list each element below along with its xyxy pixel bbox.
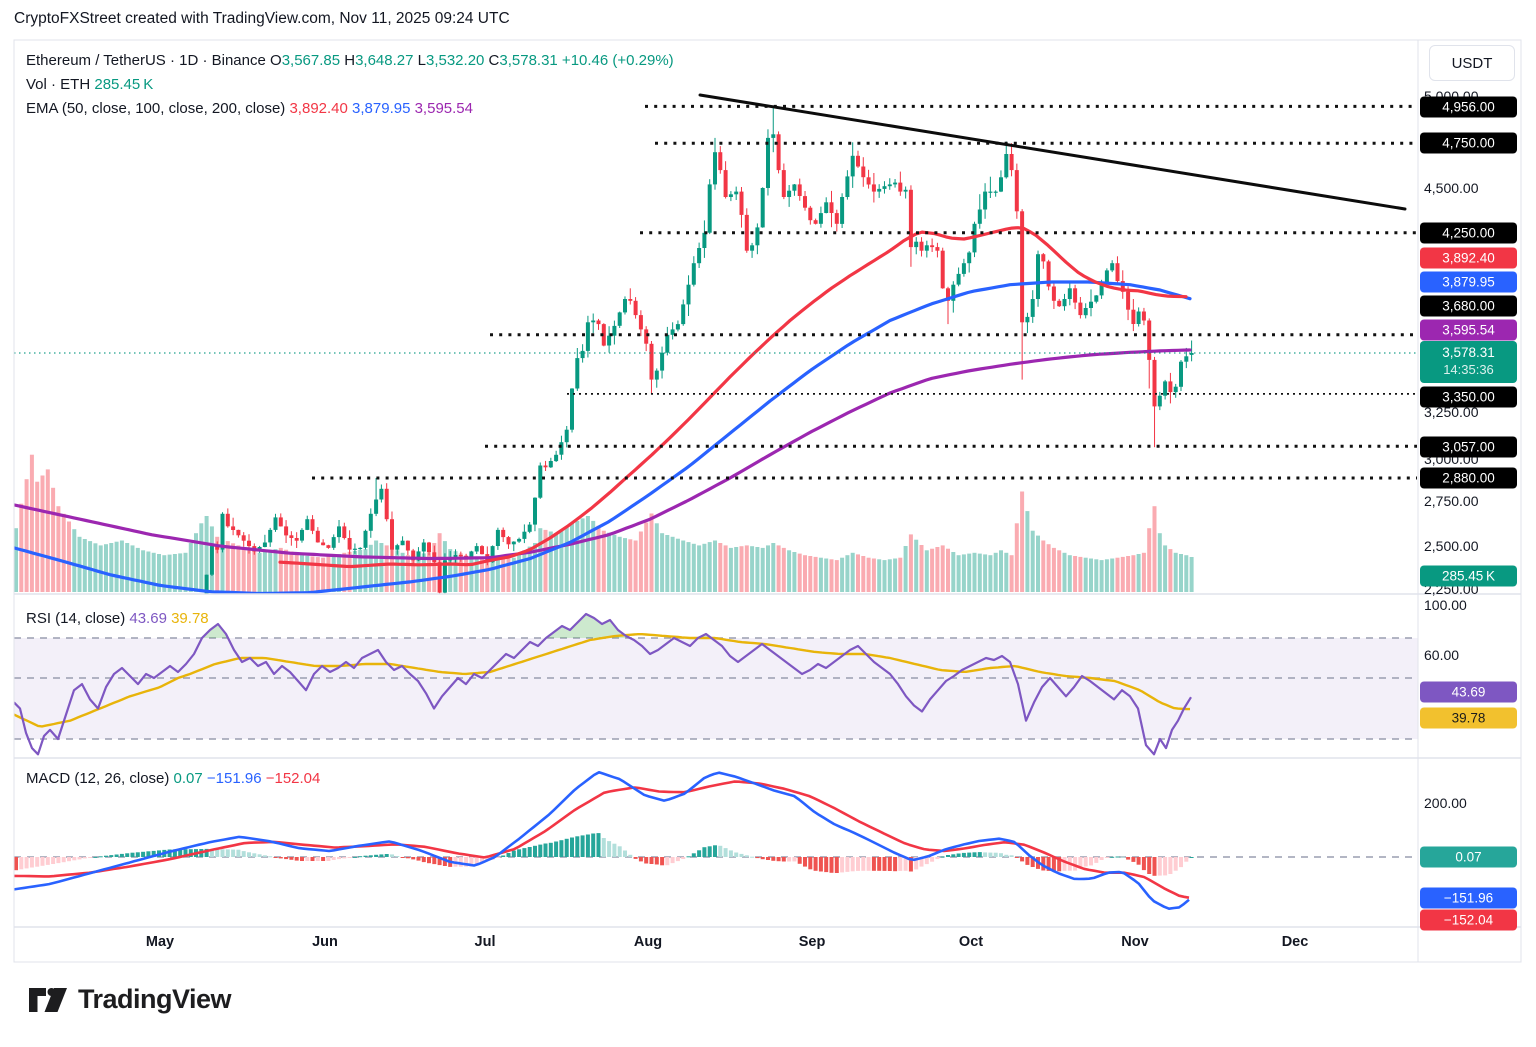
month-label-may: May bbox=[145, 934, 175, 950]
rsi-legend[interactable]: RSI (14, close) 43.69 39.78 bbox=[26, 610, 209, 627]
symbol-legend-token: O bbox=[265, 52, 282, 69]
symbol-legend-token: +10.46 (+0.29%) bbox=[557, 52, 674, 69]
volume-bars bbox=[14, 454, 1194, 592]
price-badge: 3,595.54 bbox=[1420, 319, 1517, 341]
rsi-legend-token: 39.78 bbox=[166, 610, 209, 627]
macd-line bbox=[14, 771, 1190, 910]
price-badge: 3,879.95 bbox=[1420, 271, 1517, 293]
axis-label: 200.00 bbox=[1424, 795, 1467, 811]
ema-legend-token: 3,879.95 bbox=[347, 100, 411, 117]
month-label-aug: Aug bbox=[633, 934, 663, 950]
axis-label: 60.00 bbox=[1424, 647, 1460, 663]
widget-border bbox=[13, 39, 1522, 963]
attribution-header: CryptoFXStreet created with TradingView.… bbox=[14, 10, 510, 27]
ema-legend-token: 3,595.54 bbox=[410, 100, 473, 117]
ema50-line bbox=[278, 226, 1188, 569]
price-badge: 4,956.00 bbox=[1420, 96, 1517, 118]
macd-legend-token: −151.96 bbox=[202, 770, 262, 787]
month-label-jun: Jun bbox=[312, 934, 338, 950]
macd-legend-token: MACD (12, 26, close) bbox=[26, 770, 174, 787]
macd-legend[interactable]: MACD (12, 26, close) 0.07 −151.96 −152.0… bbox=[26, 770, 320, 787]
tradingview-logo-text: TradingView bbox=[78, 984, 232, 1014]
price-badge: 3,057.00 bbox=[1420, 436, 1517, 458]
symbol-legend-token: L bbox=[413, 52, 426, 69]
countdown-timer: 14:35:36 bbox=[1443, 362, 1494, 377]
rsi-line bbox=[14, 612, 1192, 756]
price-badge: 4,250.00 bbox=[1420, 222, 1517, 244]
main-panel[interactable] bbox=[14, 93, 1417, 700]
axis-label: 2,750.00 bbox=[1424, 493, 1479, 509]
month-label-nov: Nov bbox=[1121, 934, 1149, 950]
currency-toggle-button[interactable]: USDT bbox=[1429, 45, 1515, 81]
macd-signal-line bbox=[14, 780, 1190, 899]
volume-legend-token: 285.45 K bbox=[94, 76, 154, 93]
rsi-ma-line bbox=[14, 633, 1191, 728]
symbol-legend-token: H bbox=[340, 52, 356, 69]
macd-legend-token: 0.07 bbox=[173, 770, 203, 787]
tradingview-logo-icon bbox=[29, 987, 67, 1012]
rsi-legend-token: RSI (14, close) bbox=[26, 610, 130, 627]
month-label-oct: Oct bbox=[958, 934, 984, 950]
price-badge: 39.78 bbox=[1420, 707, 1517, 729]
ema-legend-token: 3,892.40 bbox=[289, 100, 348, 117]
price-badge: 3,892.40 bbox=[1420, 247, 1517, 269]
axis-label: 100.00 bbox=[1424, 597, 1467, 613]
volume-legend-token: Vol · ETH bbox=[26, 76, 95, 93]
tradingview-logo[interactable]: TradingView bbox=[28, 984, 232, 1015]
symbol-legend[interactable]: Ethereum / TetherUS · 1D · Binance O3,56… bbox=[26, 52, 674, 69]
price-badge: 3,578.31 14:35:36 bbox=[1420, 341, 1517, 383]
symbol-legend-token: Ethereum / TetherUS · 1D · Binance bbox=[26, 52, 266, 69]
price-badge: 3,350.00 bbox=[1420, 386, 1517, 408]
macd-legend-token: −152.04 bbox=[261, 770, 321, 787]
macd-panel[interactable] bbox=[14, 771, 1417, 910]
volume-legend[interactable]: Vol · ETH 285.45 K bbox=[26, 76, 153, 93]
price-badge: 3,680.00 bbox=[1420, 295, 1517, 317]
month-label-dec: Dec bbox=[1281, 934, 1309, 950]
axis-label: 3,250.00 bbox=[1424, 404, 1479, 420]
price-badge: 2,880.00 bbox=[1420, 467, 1517, 489]
ema200-line bbox=[14, 348, 1192, 561]
symbol-legend-token: 3,567.85 bbox=[281, 52, 341, 69]
price-badge: 285.45 K bbox=[1420, 565, 1517, 587]
price-badge: 0.07 bbox=[1420, 846, 1517, 868]
symbol-legend-token: C bbox=[484, 52, 500, 69]
symbol-legend-token: 3,648.27 bbox=[355, 52, 414, 69]
month-label-jul: Jul bbox=[474, 934, 496, 950]
price-badge: −152.04 bbox=[1420, 909, 1517, 931]
descending-trendline[interactable] bbox=[698, 93, 1407, 211]
price-badge: −151.96 bbox=[1420, 887, 1517, 909]
symbol-legend-token: 3,532.20 bbox=[425, 52, 485, 69]
rsi-legend-token: 43.69 bbox=[129, 610, 167, 627]
rsi-panel[interactable] bbox=[14, 612, 1418, 756]
axis-label: 4,500.00 bbox=[1424, 180, 1479, 196]
ema100-line bbox=[14, 280, 1192, 594]
symbol-legend-token: 3,578.31 bbox=[499, 52, 558, 69]
ema-legend-token: EMA (50, close, 100, close, 200, close) bbox=[26, 100, 290, 117]
month-label-sep: Sep bbox=[798, 934, 826, 950]
axis-label: 2,500.00 bbox=[1424, 538, 1479, 554]
ema-legend[interactable]: EMA (50, close, 100, close, 200, close) … bbox=[26, 100, 473, 117]
price-badge: 4,750.00 bbox=[1420, 132, 1517, 154]
price-badge: 43.69 bbox=[1420, 681, 1517, 703]
